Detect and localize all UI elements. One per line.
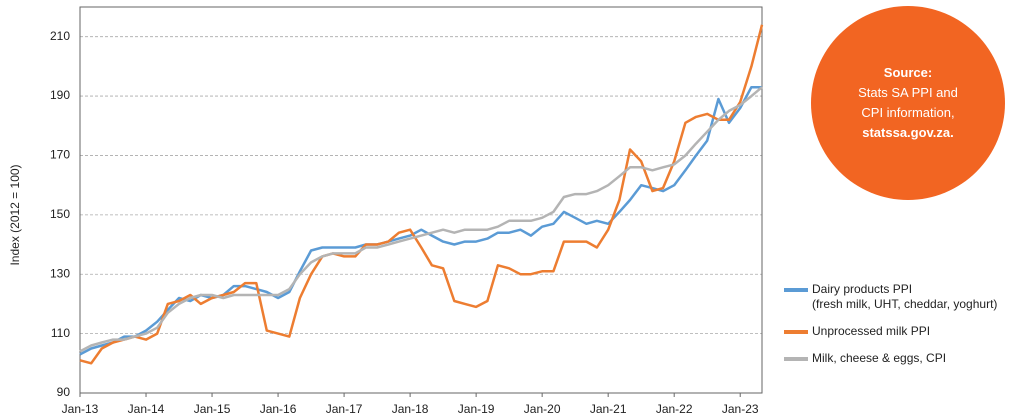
series-line	[79, 85, 762, 356]
y-tick-label: 90	[57, 385, 71, 399]
x-tick-label: Jan-20	[524, 402, 561, 416]
y-tick-label: 110	[51, 326, 70, 340]
y-tick-label: 210	[50, 29, 70, 43]
legend: Dairy products PPI (fresh milk, UHT, che…	[784, 282, 997, 378]
source-line: CPI information,	[861, 105, 955, 120]
legend-swatch	[784, 357, 808, 361]
x-tick-label: Jan-13	[62, 402, 99, 416]
legend-label: Milk, cheese & eggs, CPI	[812, 351, 947, 365]
y-axis-label: Index (2012 = 100)	[8, 164, 22, 265]
x-tick-label: Jan-17	[326, 402, 363, 416]
x-tick-label: Jan-23	[722, 402, 759, 416]
x-tick-label: Jan-19	[458, 402, 495, 416]
source-line: Stats SA PPI and	[858, 85, 958, 100]
x-tick-label: Jan-18	[392, 402, 429, 416]
x-tick-label: Jan-16	[260, 402, 297, 416]
source-note: Source: Stats SA PPI and CPI information…	[811, 6, 1005, 200]
legend-item: Milk, cheese & eggs, CPI	[784, 351, 997, 366]
y-tick-label: 130	[50, 266, 70, 280]
x-tick-label: Jan-15	[194, 402, 231, 416]
legend-item: Unprocessed milk PPI	[784, 324, 997, 339]
series-line	[79, 86, 763, 353]
y-tick-label: 150	[50, 207, 70, 221]
y-tick-label: 170	[50, 148, 70, 162]
y-tick-label: 190	[50, 88, 70, 102]
series-line	[79, 24, 764, 365]
x-tick-label: Jan-14	[128, 402, 165, 416]
legend-label: Unprocessed milk PPI	[812, 324, 931, 338]
legend-swatch	[784, 330, 808, 334]
source-title: Source:	[883, 65, 933, 80]
plot-frame	[79, 6, 763, 394]
x-tick-label: Jan-21	[590, 402, 627, 416]
legend-swatch	[784, 288, 808, 292]
source-link: statssa.gov.za.	[862, 125, 954, 140]
legend-item: Dairy products PPI (fresh milk, UHT, che…	[784, 282, 997, 312]
legend-label: Dairy products PPI (fresh milk, UHT, che…	[812, 282, 998, 311]
x-tick-label: Jan-22	[656, 402, 693, 416]
